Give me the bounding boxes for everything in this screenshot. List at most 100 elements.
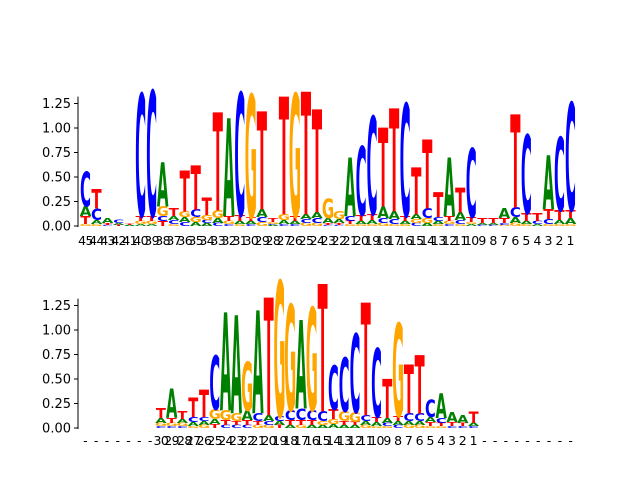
logo-letter-A: A — [168, 215, 180, 221]
logo-letter-T: T — [444, 215, 454, 223]
logo-letter-G: G — [300, 222, 312, 227]
y-tick-label: 0.50 — [42, 373, 71, 388]
x-tick-label: 17 — [294, 433, 309, 448]
logo-letter-G: G — [134, 220, 146, 225]
logo-letter-A: A — [510, 216, 522, 225]
x-tick-label: 23 — [321, 233, 336, 248]
logo-letter-T: T — [499, 217, 509, 225]
logo-letter-A: A — [382, 417, 394, 425]
logo-letter-G: G — [166, 422, 178, 427]
x-tick-label: 7 — [405, 433, 413, 448]
logo-letter-C: C — [356, 127, 367, 237]
logo-letter-C: C — [285, 409, 296, 424]
x-tick-label: 17 — [387, 233, 402, 248]
logo-letter-T: T — [543, 208, 554, 223]
logo-letter-A: A — [201, 222, 213, 227]
x-tick-label: -28 — [173, 433, 192, 448]
x-tick-label: 39 — [144, 233, 159, 248]
logo-letter-G: G — [355, 224, 368, 227]
logo-letter-A: A — [468, 422, 480, 427]
x-tick-label: 24 — [310, 233, 325, 248]
logo-letter-A: A — [477, 223, 490, 226]
logo-letter-A: A — [198, 420, 210, 426]
logo-letter-A: A — [212, 217, 224, 225]
x-tick-label: 3 — [448, 433, 456, 448]
logo-letter-A: A — [295, 297, 306, 437]
logo-letter-C: C — [201, 219, 212, 224]
logo-letter-T: T — [415, 338, 425, 433]
logo-letter-C: C — [436, 417, 447, 425]
logo-letter-G: G — [311, 222, 323, 227]
logo-letter-C: C — [177, 426, 188, 429]
logo-letter-C: C — [168, 219, 179, 225]
logo-letter-C: C — [166, 426, 177, 429]
logo-letter-G: G — [360, 424, 372, 429]
x-tick-label: - — [525, 433, 530, 448]
logo-letter-A: A — [425, 416, 437, 424]
logo-letter-G: G — [168, 224, 181, 227]
x-tick-label: 20 — [354, 233, 369, 248]
logo-letter-T: T — [235, 214, 246, 223]
logo-letter-C: C — [317, 410, 328, 425]
logo-letter-G: G — [465, 222, 478, 225]
x-tick-label: 24 — [218, 433, 233, 448]
x-tick-label: 35 — [188, 233, 203, 248]
logo-letter-T: T — [339, 420, 350, 426]
logo-letter-C: C — [393, 424, 404, 429]
logo-letter-G: G — [424, 426, 436, 429]
logo-letter-A: A — [274, 420, 286, 426]
logo-letter-G: G — [414, 424, 426, 429]
logo-letter-A: A — [521, 220, 533, 225]
logo-letter-G: G — [90, 224, 103, 227]
x-tick-label: - — [83, 433, 88, 448]
x-tick-label: - — [126, 433, 131, 448]
logo-letter-G: G — [392, 300, 404, 448]
logo-letter-C: C — [411, 222, 422, 227]
logo-letter-C: C — [371, 329, 382, 439]
x-tick-label: 9 — [383, 433, 391, 448]
x-tick-label: 8 — [394, 433, 402, 448]
logo-letter-C: C — [367, 89, 378, 246]
logo-letter-T: T — [136, 215, 146, 223]
logo-letter-G: G — [327, 418, 339, 426]
logo-letter-A: A — [157, 151, 169, 221]
logo-letter-A: A — [454, 211, 467, 223]
logo-letter-G: G — [370, 426, 382, 429]
logo-letter-C: C — [113, 219, 124, 224]
x-tick-label: 29 — [164, 433, 179, 448]
logo-letter-T: T — [447, 421, 458, 427]
logo-letter-T: T — [167, 417, 177, 425]
logo-letter-G: G — [223, 220, 235, 225]
x-tick-label: 11 — [453, 233, 468, 248]
x-tick-label: 2 — [459, 433, 467, 448]
x-tick-label: 18 — [283, 433, 298, 448]
x-tick-label: 43 — [100, 233, 115, 248]
logo-letter-C: C — [209, 341, 220, 427]
logo-letter-G: G — [564, 224, 577, 227]
x-tick-label: 16 — [398, 233, 413, 248]
logo-letter-C: C — [263, 420, 274, 426]
logo-letter-C: C — [322, 225, 333, 227]
x-tick-label: 28 — [266, 233, 281, 248]
logo-letter-T: T — [264, 267, 274, 454]
logo-letter-T: T — [231, 420, 242, 426]
logo-letter-C: C — [311, 217, 322, 225]
logo-letter-T: T — [177, 410, 187, 423]
logo-letter-A: A — [414, 420, 426, 426]
x-tick-label: 44 — [89, 233, 104, 248]
logo-letter-G: G — [349, 411, 361, 426]
logo-letter-C: C — [328, 354, 339, 424]
logo-letter-A: A — [421, 222, 433, 227]
logo-letter-C: C — [466, 129, 477, 239]
x-tick-label: 10 — [369, 433, 384, 448]
logo-letter-T: T — [169, 207, 179, 219]
x-tick-label: 6 — [416, 433, 424, 448]
logo-letter-G: G — [176, 422, 188, 427]
logo-letter-A: A — [403, 420, 415, 426]
x-tick-label: - — [105, 433, 110, 448]
logo-letter-T: T — [521, 212, 531, 224]
logo-letter-A: A — [80, 205, 92, 220]
logo-letter-C: C — [382, 422, 393, 427]
logo-letter-C: C — [422, 207, 433, 222]
